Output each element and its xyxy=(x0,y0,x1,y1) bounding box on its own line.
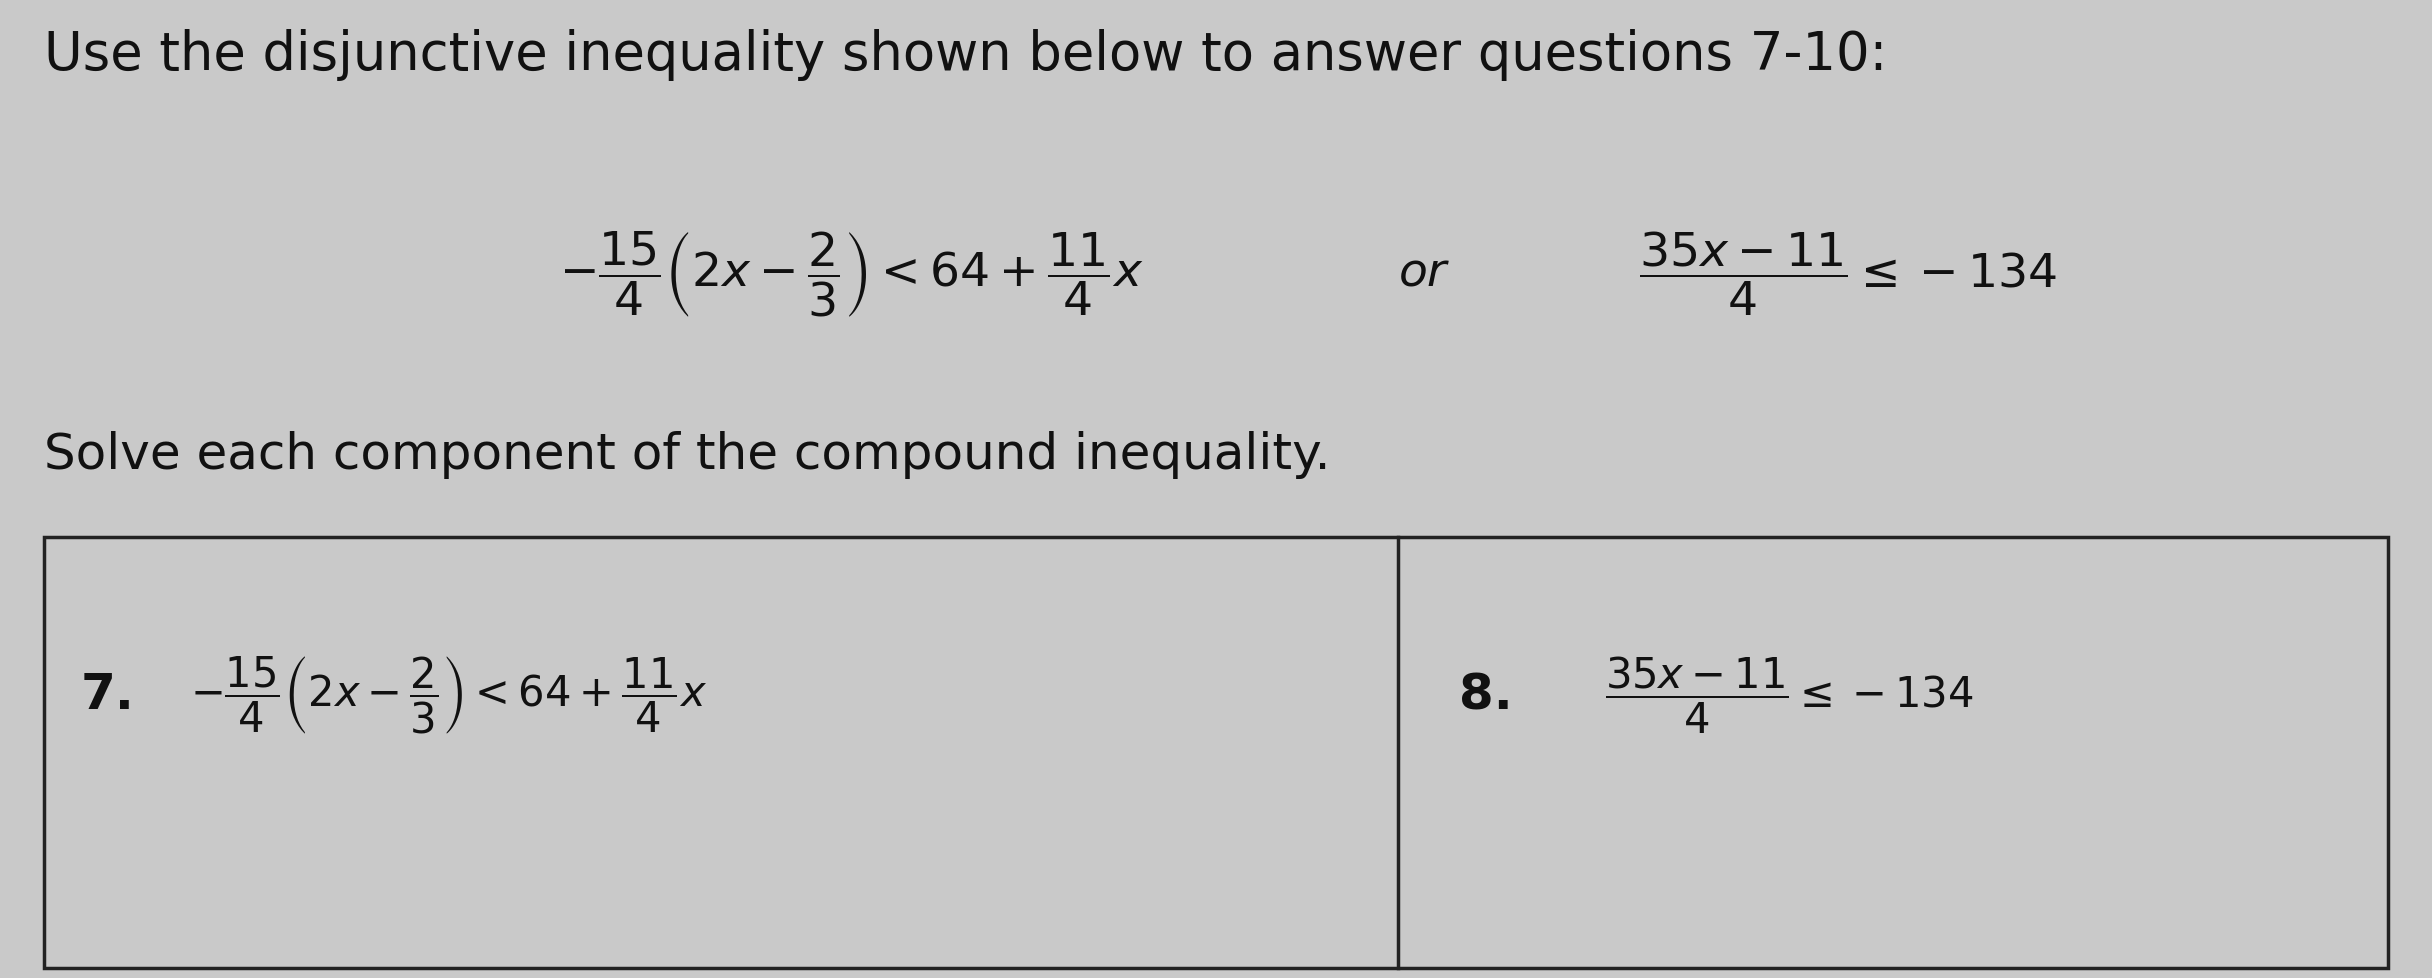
Text: 8.: 8. xyxy=(1459,670,1513,719)
Text: Use the disjunctive inequality shown below to answer questions 7-10:: Use the disjunctive inequality shown bel… xyxy=(44,29,1887,81)
Text: or: or xyxy=(1398,251,1447,296)
Text: $-\dfrac{15}{4}\left(2x - \dfrac{2}{3}\right) < 64 + \dfrac{11}{4}x$: $-\dfrac{15}{4}\left(2x - \dfrac{2}{3}\r… xyxy=(190,653,708,735)
Text: 7.: 7. xyxy=(80,670,134,719)
Bar xyxy=(44,538,2388,968)
Text: $\dfrac{35x-11}{4} \leq -134$: $\dfrac{35x-11}{4} \leq -134$ xyxy=(1605,654,1972,734)
Text: Solve each component of the compound inequality.: Solve each component of the compound ine… xyxy=(44,430,1330,479)
Text: $-\dfrac{15}{4}\left(2x - \dfrac{2}{3}\right) < 64 + \dfrac{11}{4}x$: $-\dfrac{15}{4}\left(2x - \dfrac{2}{3}\r… xyxy=(559,229,1143,319)
Text: $\dfrac{35x - 11}{4} \leq -134$: $\dfrac{35x - 11}{4} \leq -134$ xyxy=(1639,230,2057,318)
